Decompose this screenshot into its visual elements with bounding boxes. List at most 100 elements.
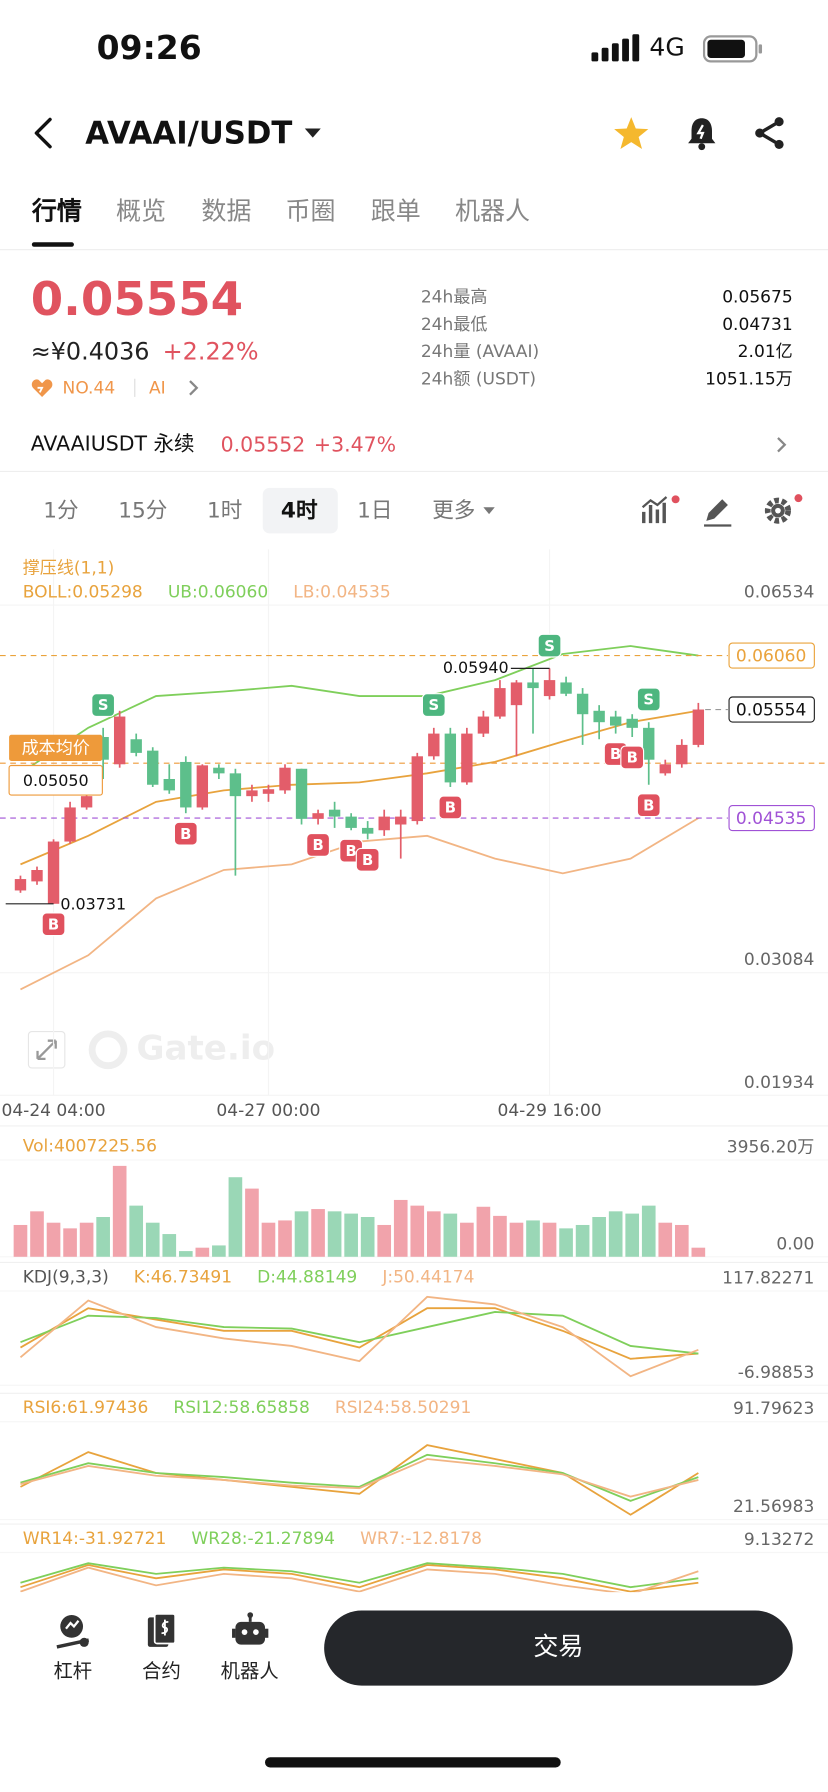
- trade-marker-label: B: [180, 826, 191, 843]
- nav-label[interactable]: 合约: [142, 1660, 181, 1684]
- volume-bar: [476, 1206, 491, 1257]
- draw-button[interactable]: [702, 496, 734, 528]
- rect-shape: [707, 39, 745, 59]
- volume-legend: Vol:4007225.56: [23, 1136, 157, 1156]
- indicator-button[interactable]: [639, 494, 682, 528]
- sector-tag[interactable]: AI: [148, 377, 166, 399]
- legend-item: RSI6:61.97436: [23, 1398, 149, 1418]
- tab[interactable]: 跟单: [370, 197, 421, 227]
- legend-item: WR7:-12.8178: [360, 1529, 482, 1549]
- volume-bar: [228, 1177, 243, 1257]
- settings-button[interactable]: [762, 492, 805, 528]
- tab[interactable]: 数据: [201, 197, 252, 227]
- nav-label[interactable]: 杠杆: [53, 1660, 93, 1684]
- candle-body: [328, 809, 341, 817]
- interval[interactable]: 15分: [118, 498, 168, 524]
- trade-marker-label: S: [643, 692, 654, 709]
- pair-title[interactable]: AVAAI/USDT: [85, 116, 293, 152]
- kline-chart: Gate.io 0.06534 0.03084 0.01934 04-24 04:00…: [0, 549, 828, 1593]
- path-shape: [189, 380, 199, 396]
- interval[interactable]: 1日: [357, 498, 393, 524]
- interval[interactable]: 更多: [432, 498, 476, 524]
- interval[interactable]: 1时: [207, 498, 243, 524]
- trade-marker: [438, 795, 463, 820]
- candle-body: [14, 879, 27, 891]
- circle-shape: [79, 1637, 89, 1647]
- path-shape: [706, 499, 728, 521]
- trade-marker-label: B: [346, 843, 357, 860]
- cost-tag-title-bg: [9, 734, 103, 761]
- back-button[interactable]: [30, 116, 57, 150]
- tab[interactable]: 机器人: [454, 197, 531, 227]
- rect-shape: [632, 34, 640, 62]
- price-tag-label: 0.04535: [736, 809, 807, 829]
- candle-body: [196, 765, 209, 808]
- share-button[interactable]: [753, 116, 787, 150]
- legend-item: LB:0.04535: [293, 583, 390, 603]
- pair-dropdown[interactable]: [304, 126, 322, 140]
- price-tag-label: 0.05554: [736, 701, 807, 721]
- chevron[interactable]: [775, 436, 789, 454]
- volume-bar: [592, 1217, 606, 1257]
- circle-shape: [247, 1612, 254, 1618]
- y-tick-label: -6.98853: [738, 1363, 815, 1383]
- interval[interactable]: 4时: [280, 498, 318, 524]
- y-tick-label: 9.13272: [744, 1530, 815, 1550]
- trade-label[interactable]: 交易: [533, 1633, 584, 1662]
- candle-body: [80, 796, 93, 808]
- volume-bar: [13, 1224, 28, 1257]
- y-tick-label: 0.06534: [744, 583, 815, 603]
- robot-icon[interactable]: [232, 1612, 269, 1648]
- volume-bar: [261, 1222, 276, 1257]
- candle-body: [411, 756, 423, 822]
- trade-button[interactable]: [324, 1610, 793, 1686]
- rect-shape: [611, 43, 619, 62]
- path-shape: [642, 502, 666, 524]
- alert-bell[interactable]: [685, 115, 719, 151]
- divider: [0, 470, 828, 473]
- indicator-line: [20, 1566, 699, 1593]
- favorite-star[interactable]: [613, 115, 649, 151]
- tab[interactable]: 币圈: [285, 197, 336, 227]
- tab[interactable]: 行情: [31, 197, 82, 227]
- high-label: 0.05940: [443, 658, 509, 677]
- candle-body: [213, 767, 225, 774]
- candle-body: [395, 816, 407, 825]
- home-indicator: [265, 1757, 561, 1768]
- trade-marker-label: B: [445, 800, 456, 817]
- perp-name[interactable]: AVAAIUSDT 永续: [30, 432, 195, 457]
- rect-shape: [758, 44, 763, 54]
- battery-icon: [702, 35, 763, 63]
- indicator-line: [20, 1562, 699, 1589]
- rank-label[interactable]: NO.44: [62, 377, 116, 399]
- candle-body: [576, 693, 589, 715]
- margin-icon[interactable]: [55, 1613, 94, 1649]
- more-caret: [483, 507, 495, 515]
- chevron: [189, 380, 199, 396]
- candle-body: [444, 733, 457, 783]
- volume-bar: [360, 1217, 375, 1257]
- candle-body: [147, 750, 159, 785]
- tab[interactable]: 概览: [116, 197, 167, 227]
- volume-bar: [162, 1234, 177, 1257]
- volume-bar: [79, 1222, 94, 1257]
- candle-body: [130, 739, 142, 753]
- candle-body: [279, 767, 291, 791]
- path-shape: [37, 386, 44, 393]
- trade-marker: [421, 693, 446, 718]
- y-tick-label: 3956.20万: [727, 1138, 815, 1158]
- tab-indicator: [31, 242, 74, 247]
- volume-bar: [46, 1222, 61, 1257]
- contract-icon[interactable]: [146, 1613, 180, 1649]
- volume-bar: [460, 1222, 474, 1257]
- nav-label[interactable]: 机器人: [220, 1660, 279, 1684]
- legend-item: K:46.73491: [134, 1267, 232, 1287]
- y-tick-label: 91.79623: [733, 1399, 814, 1419]
- candle-body: [262, 789, 275, 794]
- rect-shape: [591, 52, 599, 62]
- volume-bar: [327, 1211, 342, 1257]
- interval[interactable]: 1分: [43, 498, 79, 524]
